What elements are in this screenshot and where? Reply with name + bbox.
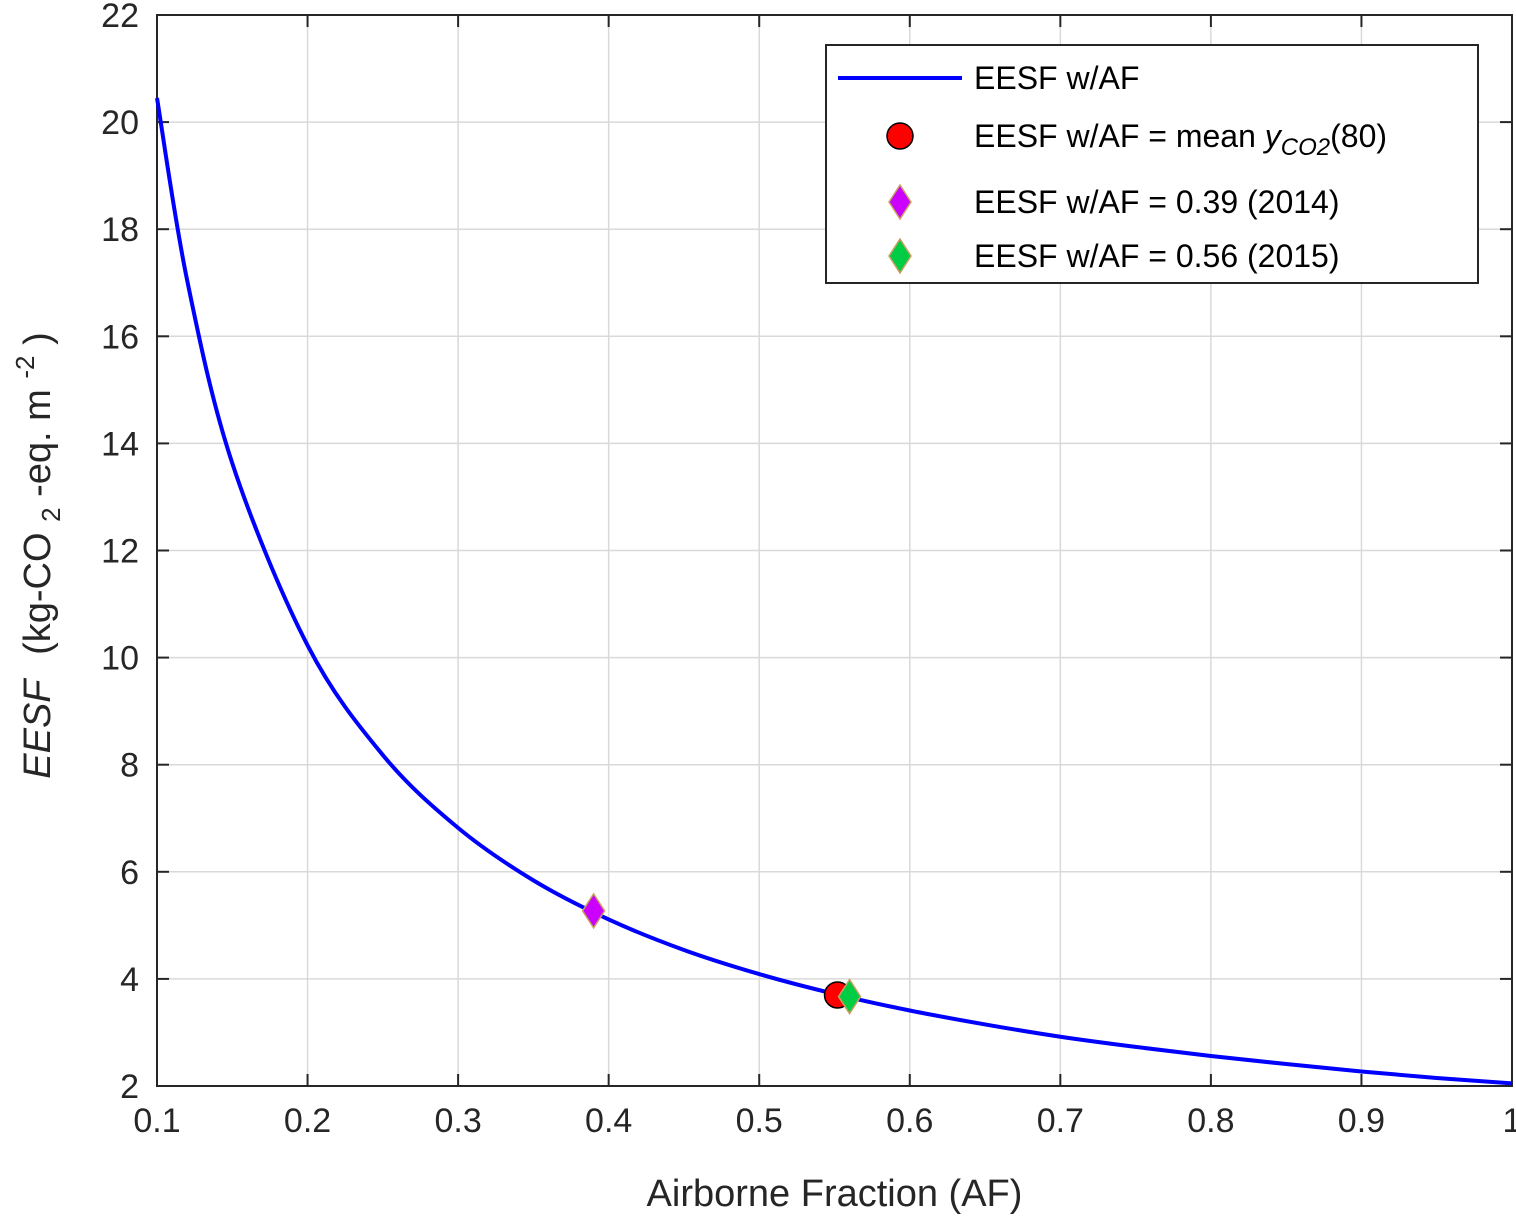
x-tick-label: 0.2 — [284, 1102, 331, 1140]
y-tick-label: 10 — [101, 640, 139, 678]
x-tick-label: 1 — [1503, 1102, 1516, 1140]
y-tick-label: 16 — [101, 318, 139, 356]
legend-entry-2014: EESF w/AF = 0.39 (2014) — [974, 184, 1340, 220]
series-layer — [155, 97, 1513, 1086]
x-tick-label: 0.4 — [585, 1102, 632, 1140]
legend-swatch-circle — [886, 122, 914, 150]
legend-entry-mean-symbol: y — [1263, 118, 1283, 154]
y-tick-label: 8 — [120, 747, 139, 785]
x-tick-label: 0.6 — [886, 1102, 933, 1140]
y-tick-label: 22 — [101, 0, 139, 35]
legend-entry-mean-suffix: (80) — [1330, 118, 1387, 154]
legend-entry-mean-sub: CO2 — [1281, 134, 1330, 161]
legend-entry-2015: EESF w/AF = 0.56 (2015) — [974, 238, 1340, 274]
legend-swatch-diamond — [888, 237, 912, 275]
y-axis-label-symbol: EESF — [17, 678, 59, 779]
y-axis-label: EESF (kg-CO 2 -eq. m -2 ) — [1, 332, 69, 778]
x-tick-label: 0.5 — [736, 1102, 783, 1140]
y-axis-label-unit-suffix: ) — [17, 332, 59, 345]
y-axis-label-unit-prefix: (kg-CO — [17, 532, 59, 654]
y-tick-label: 6 — [120, 854, 139, 892]
marker-2014 — [581, 892, 606, 930]
x-tick-label: 0.1 — [133, 1102, 180, 1140]
legend-entry-mean-base: EESF w/AF = mean — [974, 118, 1265, 154]
y-tick-label: 2 — [120, 1068, 139, 1106]
y-tick-label: 12 — [101, 533, 139, 571]
eesf-curve — [155, 97, 1513, 1086]
y-tick-label: 4 — [120, 961, 139, 999]
x-tick-label: 0.7 — [1037, 1102, 1084, 1140]
y-tick-label: 20 — [101, 104, 139, 142]
y-axis-label-sub: 2 — [36, 507, 66, 521]
axis-ticks: 0.1 0.2 0.3 0.4 0.5 0.6 0.7 0.8 0.9 1246810121416… — [101, 0, 1516, 1140]
legend-swatches — [838, 76, 962, 275]
marker-2015 — [837, 978, 862, 1015]
y-axis-label-sup: -2 — [10, 355, 40, 378]
legend-entry-line: EESF w/AF — [974, 60, 1139, 96]
legend-box — [825, 44, 1479, 284]
y-axis-label-unit-middle: -eq. m — [17, 389, 59, 497]
y-tick-label: 14 — [101, 425, 139, 463]
legend-swatch-diamond — [888, 183, 912, 221]
x-tick-label: 0.3 — [434, 1102, 481, 1140]
y-tick-label: 18 — [101, 211, 139, 249]
legend-entry-mean: EESF w/AF = mean yCO2(80) — [974, 118, 1387, 161]
legend: EESF w/AF EESF w/AF = mean yCO2(80) EESF… — [825, 44, 1479, 284]
x-axis-label: Airborne Fraction (AF) — [647, 1173, 1023, 1215]
x-tick-label: 0.8 — [1187, 1102, 1234, 1140]
x-tick-label: 0.9 — [1338, 1102, 1385, 1140]
